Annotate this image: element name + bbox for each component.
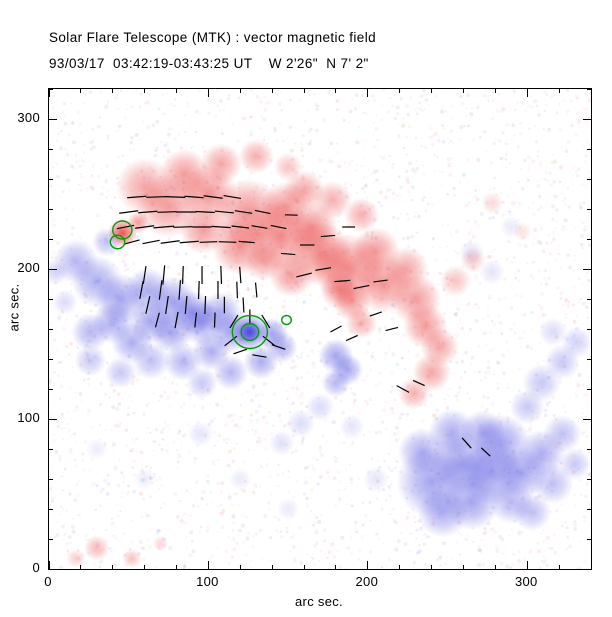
x-tick xyxy=(239,89,241,93)
y-tick xyxy=(587,298,591,300)
y-tick xyxy=(587,88,591,90)
y-tick xyxy=(49,508,53,510)
x-tick xyxy=(207,561,209,569)
plot-area xyxy=(48,88,592,570)
x-tick xyxy=(48,561,50,569)
y-tick xyxy=(49,148,53,150)
x-axis-title: arc sec. xyxy=(295,594,343,609)
y-tick xyxy=(587,148,591,150)
y-tick xyxy=(587,238,591,240)
x-tick xyxy=(526,561,528,569)
x-tick xyxy=(367,89,369,97)
y-tick xyxy=(583,568,591,570)
y-tick xyxy=(49,328,53,330)
x-tick xyxy=(80,89,82,93)
y-tick-label: 300 xyxy=(17,110,40,125)
x-tick xyxy=(558,565,560,569)
y-tick xyxy=(49,448,53,450)
x-tick xyxy=(367,561,369,569)
y-tick xyxy=(587,208,591,210)
y-tick xyxy=(583,418,591,420)
x-tick xyxy=(271,565,273,569)
y-tick xyxy=(587,508,591,510)
y-tick-label: 0 xyxy=(32,560,40,575)
x-tick xyxy=(399,89,401,93)
x-tick xyxy=(494,89,496,93)
y-tick xyxy=(587,328,591,330)
y-axis-title: arc sec. xyxy=(6,283,22,332)
chart-subtitle: 93/03/17 03:42:19-03:43:25 UT W 2'26" N … xyxy=(49,56,369,71)
x-tick xyxy=(144,565,146,569)
y-tick xyxy=(49,388,53,390)
y-tick xyxy=(49,88,53,90)
x-tick xyxy=(303,89,305,93)
x-tick xyxy=(462,89,464,93)
field-map-canvas xyxy=(49,89,591,569)
chart-title: Solar Flare Telescope (MTK) : vector mag… xyxy=(49,30,377,45)
y-tick xyxy=(49,568,57,570)
x-tick xyxy=(112,565,114,569)
y-tick xyxy=(587,478,591,480)
y-tick xyxy=(587,388,591,390)
y-tick xyxy=(587,178,591,180)
x-tick xyxy=(431,565,433,569)
x-tick xyxy=(335,89,337,93)
x-tick xyxy=(80,565,82,569)
y-tick xyxy=(49,478,53,480)
y-tick xyxy=(583,118,591,120)
y-tick-label: 100 xyxy=(17,410,40,425)
y-tick xyxy=(49,208,53,210)
y-tick xyxy=(49,238,53,240)
x-tick xyxy=(48,89,50,97)
y-tick-label: 200 xyxy=(17,260,40,275)
y-tick xyxy=(49,298,53,300)
x-tick xyxy=(590,565,592,569)
y-tick xyxy=(49,268,57,270)
y-tick xyxy=(583,268,591,270)
x-tick xyxy=(207,89,209,97)
x-tick xyxy=(176,89,178,93)
y-tick xyxy=(49,358,53,360)
y-tick xyxy=(587,448,591,450)
x-tick xyxy=(462,565,464,569)
x-tick xyxy=(590,89,592,93)
x-tick-label: 100 xyxy=(196,574,219,589)
y-tick xyxy=(49,538,53,540)
x-tick xyxy=(335,565,337,569)
x-tick xyxy=(239,565,241,569)
y-tick xyxy=(587,358,591,360)
y-tick xyxy=(49,178,53,180)
y-tick xyxy=(49,118,57,120)
x-tick xyxy=(558,89,560,93)
x-tick xyxy=(112,89,114,93)
x-tick xyxy=(303,565,305,569)
x-tick xyxy=(494,565,496,569)
x-tick-label: 0 xyxy=(44,574,52,589)
x-tick-label: 300 xyxy=(514,574,538,589)
x-tick xyxy=(431,89,433,93)
x-tick xyxy=(399,565,401,569)
y-tick xyxy=(49,418,57,420)
x-tick xyxy=(271,89,273,93)
x-tick xyxy=(176,565,178,569)
y-tick xyxy=(587,538,591,540)
x-tick xyxy=(144,89,146,93)
x-tick-label: 200 xyxy=(355,574,379,589)
x-tick xyxy=(526,89,528,97)
